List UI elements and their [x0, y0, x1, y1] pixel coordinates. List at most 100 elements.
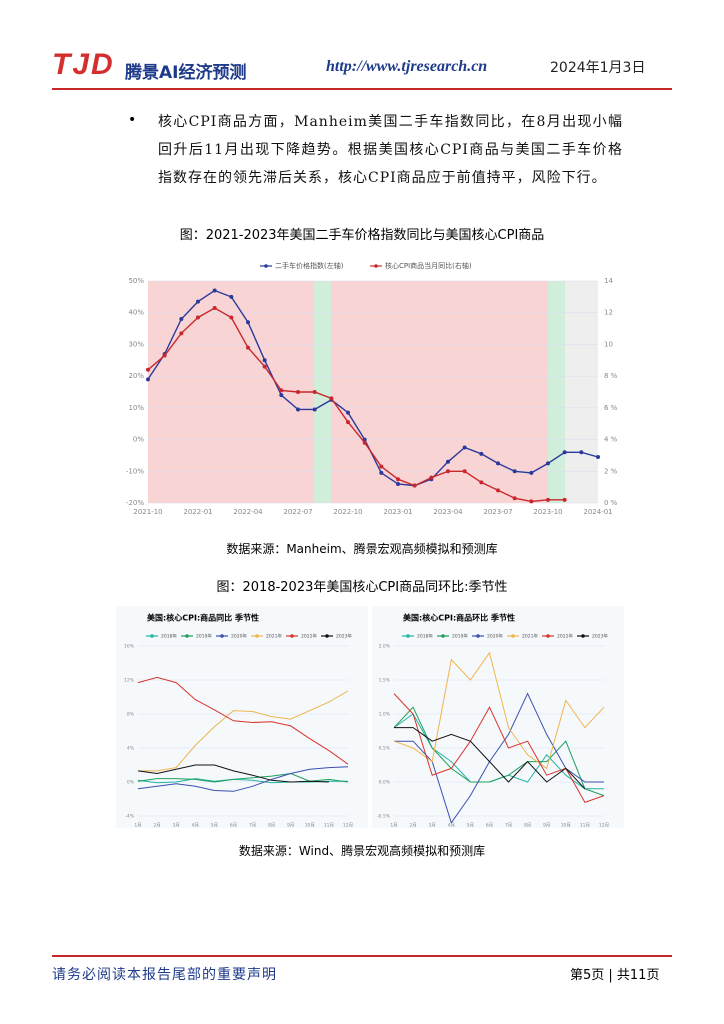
legend-swatch [290, 634, 294, 638]
legend-swatch [511, 634, 515, 638]
chart-title: 美国:核心CPI:商品同比 季节性 [147, 613, 259, 623]
shade-band [565, 281, 598, 503]
x-tick-label: 8月 [268, 823, 275, 829]
x-tick-label: 10月 [305, 823, 315, 829]
point [329, 396, 334, 401]
legend-label: 二手车价格指数(左轴) [275, 261, 344, 270]
point [446, 459, 450, 464]
x-tick-label: 12月 [343, 823, 353, 829]
point [529, 499, 534, 504]
y2-tick-label: 0 % [604, 499, 618, 507]
x-tick-label: 8月 [524, 823, 531, 829]
y-tick-label: 30% [128, 340, 144, 348]
point [479, 480, 484, 485]
y2-tick-label: 10 [604, 340, 613, 348]
chart: 美国:核心CPI:商品环比 季节性 -0.5% 0.0% 0.5% 1.0% 1.5% 2.… [372, 606, 624, 828]
legend-label: 2021年 [266, 633, 282, 640]
x-tick-label: 2022-01 [183, 508, 212, 516]
legend-label: 2023年 [592, 633, 608, 640]
x-tick-label: 2022-10 [333, 508, 362, 516]
y-tick-label: 4% [127, 746, 135, 752]
chart: -20% -10% 0% 10% 20% 30% 40% 50% 0 % 2 % 4 % 6 % 8 %… [126, 261, 618, 516]
series-line [137, 676, 349, 765]
point [562, 497, 567, 502]
series-line [137, 764, 329, 783]
point [229, 294, 234, 299]
x-tick-label: 2023-10 [533, 508, 562, 516]
figure-caption: 图：2021-2023年美国二手车价格指数同比与美国核心CPI商品 [179, 228, 545, 243]
bullet: • [128, 112, 137, 128]
chart-title: 美国:核心CPI:商品环比 季节性 [403, 613, 515, 623]
legend-swatch [150, 634, 154, 638]
y-tick-label: 40% [128, 309, 144, 317]
point [246, 345, 250, 350]
x-tick-label: 7月 [249, 823, 256, 829]
brand: 腾景AI经济预测 [125, 63, 247, 83]
x-tick-label: 2024-01 [583, 508, 612, 516]
point [446, 469, 450, 474]
figure-caption: 图：2018-2023年美国核心CPI商品同环比:季节性 [216, 580, 508, 595]
y2-tick-label: 2 % [604, 467, 618, 475]
legend-swatch [325, 634, 329, 638]
point [262, 358, 267, 363]
point [246, 320, 250, 325]
shade-band [314, 281, 331, 503]
y-tick-label: -10% [126, 467, 144, 475]
point [296, 390, 300, 394]
point [279, 388, 284, 393]
x-tick-label: 2月 [409, 823, 416, 829]
series-line [147, 289, 599, 487]
y-tick-label: 1.5% [379, 678, 391, 684]
x-tick-label: 2023-01 [383, 508, 412, 516]
y-tick-label: 0% [133, 436, 144, 444]
point [312, 390, 317, 394]
page-number: 第5页 | 共11页 [570, 968, 660, 983]
point [462, 469, 467, 474]
paragraph: 核心CPI商品方面，Manheim美国二手车指数同比，在8月出现小幅回升后11月… [158, 114, 623, 186]
legend-swatch [220, 634, 224, 638]
legend-label: 2018年 [417, 633, 433, 640]
legend-label: 2018年 [161, 633, 177, 640]
point [362, 440, 367, 445]
y-tick-label: 0.5% [379, 746, 391, 752]
legend-swatch [374, 264, 378, 268]
y-tick-label: 8% [127, 712, 135, 718]
x-tick-label: 4月 [448, 823, 455, 829]
x-tick-label: 7月 [505, 823, 512, 829]
point [312, 407, 317, 412]
x-tick-label: 11月 [324, 823, 334, 829]
series-line [137, 778, 348, 784]
x-tick-label: 5月 [211, 823, 218, 829]
y-tick-label: 0% [127, 780, 135, 786]
footer-rule [52, 955, 672, 957]
series-line [394, 692, 604, 824]
y2-tick-label: 14 [604, 277, 613, 285]
x-tick-label: 3月 [172, 823, 179, 829]
y-tick-label: -4% [125, 814, 134, 820]
point [179, 317, 184, 322]
series-line [394, 727, 586, 790]
chart: 美国:核心CPI:商品同比 季节性 -4% 0% 4% 8% 12% 16% 1月 2月 3月 4月… [116, 606, 368, 828]
x-tick-label: 9月 [543, 823, 550, 829]
point [229, 315, 234, 320]
point [146, 377, 150, 382]
point [179, 331, 184, 336]
point [262, 364, 267, 369]
y-tick-label: -20% [126, 499, 144, 507]
point [512, 496, 517, 501]
y-tick-label: 20% [128, 372, 144, 380]
point [546, 461, 550, 466]
y2-tick-label: 4 % [604, 436, 618, 444]
legend-swatch [264, 264, 268, 268]
point [496, 488, 500, 493]
point [429, 475, 434, 480]
figure-source: 数据来源：Manheim、腾景宏观高频模拟和预测库 [226, 542, 498, 556]
x-tick-label: 2022-07 [283, 508, 312, 516]
date: 2024年1月3日 [550, 60, 646, 76]
legend-label: 2022年 [301, 633, 317, 640]
point [396, 481, 400, 486]
header-rule [52, 88, 672, 90]
legend-swatch [476, 634, 480, 638]
series-line [393, 713, 604, 790]
